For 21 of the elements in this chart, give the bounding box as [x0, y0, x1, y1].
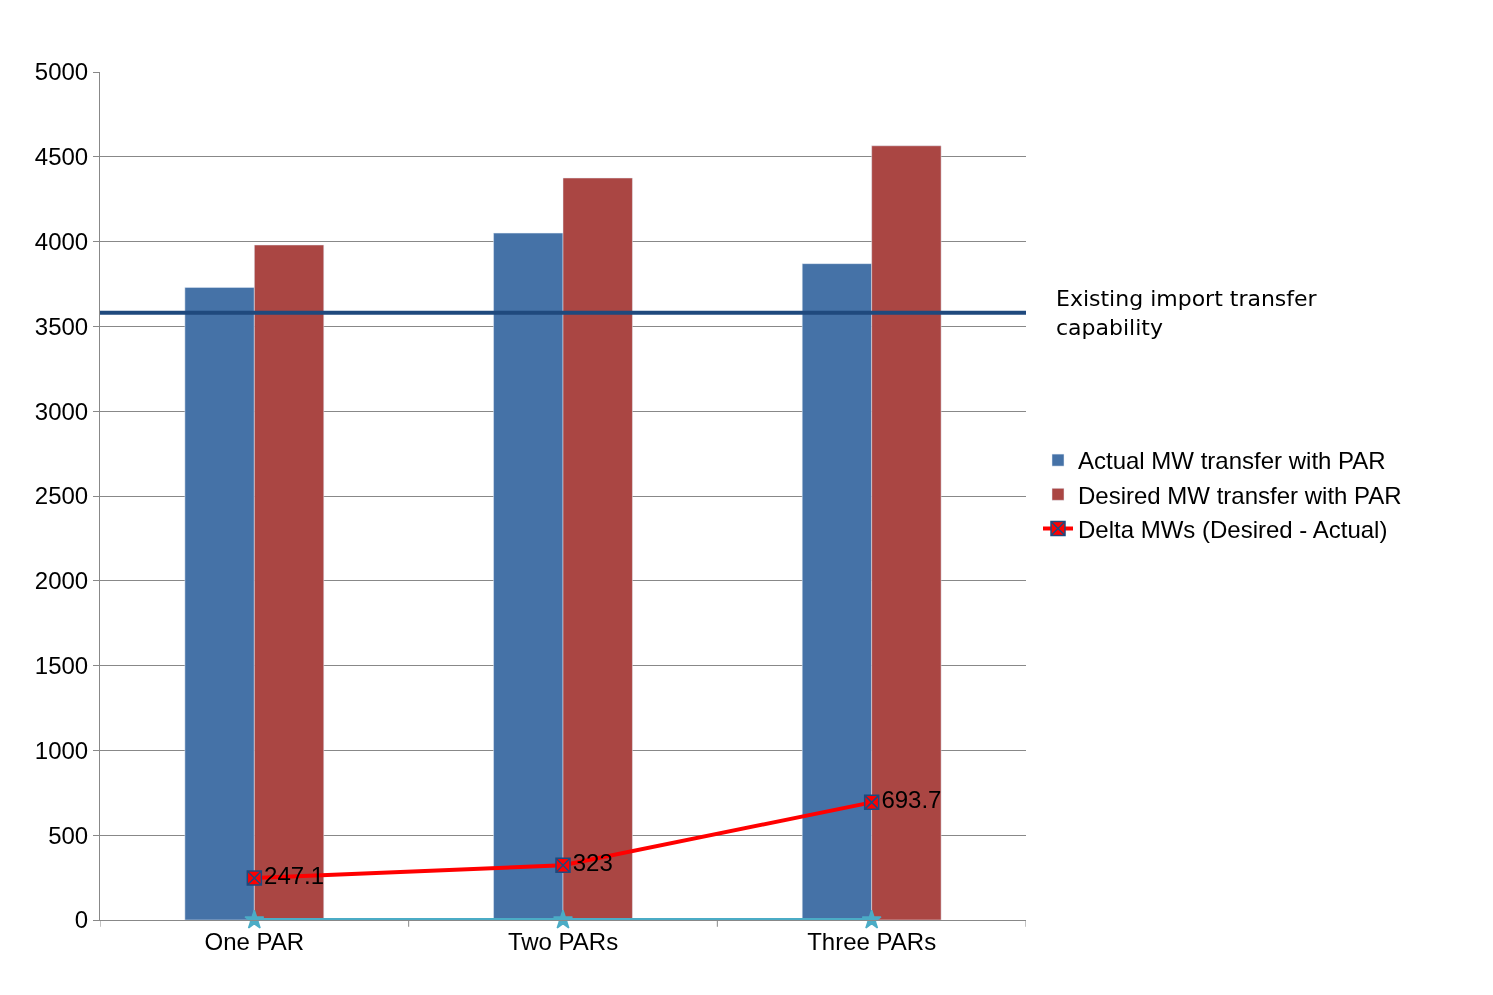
legend-label: Desired MW transfer with PAR	[1078, 481, 1402, 509]
y-tick-label: 3000	[34, 397, 89, 425]
y-tick-label: 2000	[34, 567, 89, 595]
y-tick-label: 4500	[34, 143, 89, 171]
y-tick-label: 4000	[34, 228, 89, 255]
y-tick-label: 1000	[34, 736, 89, 764]
data-label: 693.7	[881, 786, 942, 814]
data-label: 247.1	[264, 862, 325, 890]
x-tick-label: One PAR	[204, 927, 305, 955]
ref-line-label: Existing import transfer capability	[1056, 286, 1318, 340]
legend-label: Actual MW transfer with PAR	[1078, 447, 1386, 475]
y-tick-label: 1500	[34, 652, 89, 679]
y-tick-label: 5000	[34, 58, 89, 86]
y-tick-label: 500	[48, 821, 89, 849]
x-tick-label: Two PARs	[507, 927, 619, 955]
y-tick-label: 3500	[34, 312, 89, 340]
x-tick-label: Three PARs	[807, 927, 937, 955]
data-label: 323	[572, 849, 613, 877]
legend-label: Delta MWs (Desired - Actual)	[1078, 515, 1388, 543]
y-tick-label: 2500	[34, 482, 89, 510]
y-tick-label: 0	[74, 906, 89, 934]
